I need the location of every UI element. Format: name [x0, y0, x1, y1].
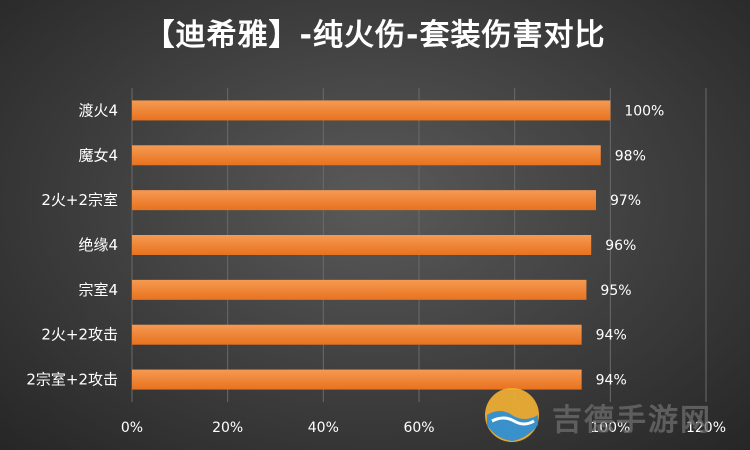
bars	[132, 100, 611, 390]
bar	[132, 369, 582, 390]
value-label: 97%	[610, 193, 641, 209]
x-tick-label: 0%	[121, 420, 143, 436]
bar	[132, 324, 582, 345]
x-tick-label: 100%	[590, 420, 630, 436]
value-label: 94%	[596, 373, 627, 389]
chart-title: 【迪希雅】-纯火伤-套装伤害对比	[144, 18, 606, 53]
category-label: 绝缘4	[78, 236, 118, 254]
category-label: 渡火4	[78, 101, 118, 119]
x-tick-label: 60%	[403, 420, 434, 436]
bar	[132, 100, 611, 121]
value-label: 98%	[615, 148, 646, 164]
category-label: 2火+2攻击	[41, 326, 118, 344]
x-tick-label: 120%	[686, 420, 726, 436]
value-label: 100%	[624, 103, 664, 119]
watermark: 吉德手游网	[482, 385, 750, 445]
value-label: 96%	[605, 238, 636, 254]
bar	[132, 190, 596, 211]
value-label: 95%	[600, 283, 631, 299]
watermark-logo-icon	[485, 388, 539, 442]
category-label: 2火+2宗室	[41, 191, 118, 209]
labels: 0%20%40%60%80%100%120%渡火4100%魔女498%2火+2宗…	[26, 101, 726, 436]
category-label: 2宗室+2攻击	[26, 371, 118, 389]
bar	[132, 145, 601, 166]
value-label: 94%	[596, 328, 627, 344]
x-tick-label: 40%	[308, 420, 339, 436]
bar	[132, 279, 587, 300]
x-tick-label: 20%	[212, 420, 243, 436]
category-label: 宗室4	[78, 281, 118, 299]
category-label: 魔女4	[78, 146, 118, 164]
bar	[132, 235, 592, 255]
watermark-text: 吉德手游网	[552, 403, 712, 438]
